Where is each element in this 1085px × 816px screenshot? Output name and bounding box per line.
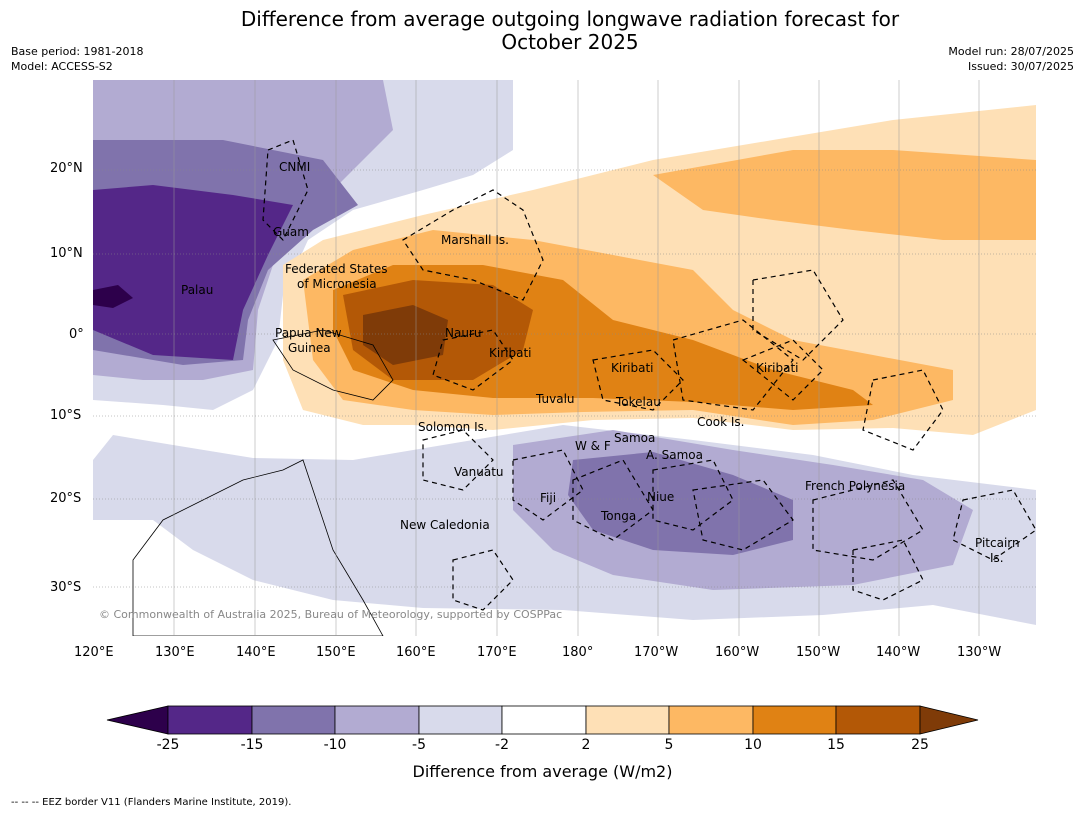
colorbar-p5-10 [668,705,754,735]
lat-tick-20s: 20°S [50,491,82,506]
cbar-tick--15: -15 [240,737,264,753]
lon-tick-160e: 160°E [396,645,436,660]
lat-tick-10s: 10°S [50,408,82,423]
lon-tick-170e: 170°E [477,645,517,660]
label-kiribati-west: Kiribati [489,346,532,360]
label-png-2: Guinea [288,341,331,355]
contour-lt-neg25 [93,285,133,308]
contour-neg25 [93,185,293,360]
label-cook: Cook Is. [697,415,745,429]
label-kiribati-central: Kiribati [611,361,654,375]
lon-tick-180: 180° [562,645,594,660]
cbar-tick--5: -5 [412,737,426,753]
label-guam: Guam [273,225,309,239]
cbar-tick-10: 10 [744,737,762,753]
lon-tick-170w: 170°W [634,645,679,660]
label-tokelau: Tokelau [616,395,661,409]
colorbar-gt25 [919,705,979,735]
eez-footnote: -- -- -- EEZ border V11 (Flanders Marine… [11,797,292,808]
cbar-tick--2: -2 [495,737,509,753]
cbar-tick-5: 5 [664,737,674,753]
lon-tick-140w: 140°W [876,645,921,660]
colorbar-p2-5 [585,705,670,735]
eez-borders [262,139,1036,611]
colorbar-neg25-15 [167,705,253,735]
contour-south-neg15 [568,452,793,555]
label-samoa: Samoa [614,431,656,445]
lon-tick-130w: 130°W [957,645,1002,660]
meridians [173,80,980,636]
map-title: Difference from average outgoing longwav… [0,8,1085,54]
model-name: Model: ACCESS-S2 [11,60,113,73]
label-solomon: Solomon Is. [418,420,488,434]
label-kiribati-east: Kiribati [756,361,799,375]
issued-date: Issued: 30/07/2025 [967,60,1074,73]
meta-left: Base period: 1981-2018 Model: ACCESS-S2 [11,44,143,74]
label-palau: Palau [181,283,214,297]
colorbar [106,705,979,735]
cbar-tick-15: 15 [827,737,845,753]
png-land [272,329,394,401]
label-american-samoa: A. Samoa [646,448,703,462]
title-line-1: Difference from average outgoing longwav… [240,7,900,31]
colorbar-p10-15 [752,705,837,735]
lon-tick-140e: 140°E [236,645,276,660]
graticule [93,169,1036,588]
lat-tick-10n: 10°N [50,246,83,261]
lon-tick-130e: 130°E [155,645,195,660]
contour-p5-north [653,150,1036,240]
cbar-tick--10: -10 [323,737,347,753]
colorbar-neg5-2 [418,705,503,735]
label-tonga: Tonga [601,509,637,523]
model-run: Model run: 28/07/2025 [948,45,1074,58]
label-french-polynesia: French Polynesia [805,479,906,493]
colorbar-p15-25 [835,705,921,735]
label-cnmi: CNMI [279,160,311,174]
lat-tick-30s: 30°S [50,580,82,595]
cbar-tick-25: 25 [911,737,929,753]
label-fsm-1: Federated States [285,262,388,276]
colorbar-lt-neg25 [106,705,169,735]
label-marshall: Marshall Is. [441,233,509,247]
label-fiji: Fiji [540,491,557,505]
colorbar-neg2-2 [501,705,587,735]
meta-right: Model run: 28/07/2025 Issued: 30/07/2025 [948,44,1074,74]
cbar-tick--25: -25 [156,737,180,753]
label-new-caledonia: New Caledonia [400,518,490,532]
label-fsm-2: of Micronesia [297,277,377,291]
colorbar-neg10-5 [334,705,420,735]
label-vanuatu: Vanuatu [454,465,504,479]
label-tuvalu: Tuvalu [536,392,575,406]
label-nauru: Nauru [445,326,482,340]
base-period: Base period: 1981-2018 [11,45,144,58]
lat-tick-20n: 20°N [50,161,83,176]
colorbar-label: Difference from average (W/m2) [412,762,673,781]
lon-tick-160w: 160°W [715,645,760,660]
copyright-notice: © Commonwealth of Australia 2025, Bureau… [99,608,563,621]
cbar-tick-2: 2 [581,737,591,753]
lon-tick-150e: 150°E [316,645,356,660]
lon-tick-150w: 150°W [796,645,841,660]
label-wallis-futuna: W & F [575,439,611,453]
label-pitcairn-2: Is. [990,551,1004,565]
anomaly-map [93,80,1036,636]
lon-tick-120e: 120°E [74,645,114,660]
australia-land [132,459,384,636]
colorbar-neg15-10 [251,705,336,735]
title-line-2: October 2025 [501,30,639,54]
contour-gt25 [363,305,448,365]
lat-tick-eq: 0° [69,327,84,342]
label-pitcairn-1: Pitcairn [975,536,1020,550]
label-niue: Niue [647,490,675,504]
map-panel: CNMI Guam Marshall Is. Federated States … [93,80,1036,636]
label-png-1: Papua New [275,326,342,340]
